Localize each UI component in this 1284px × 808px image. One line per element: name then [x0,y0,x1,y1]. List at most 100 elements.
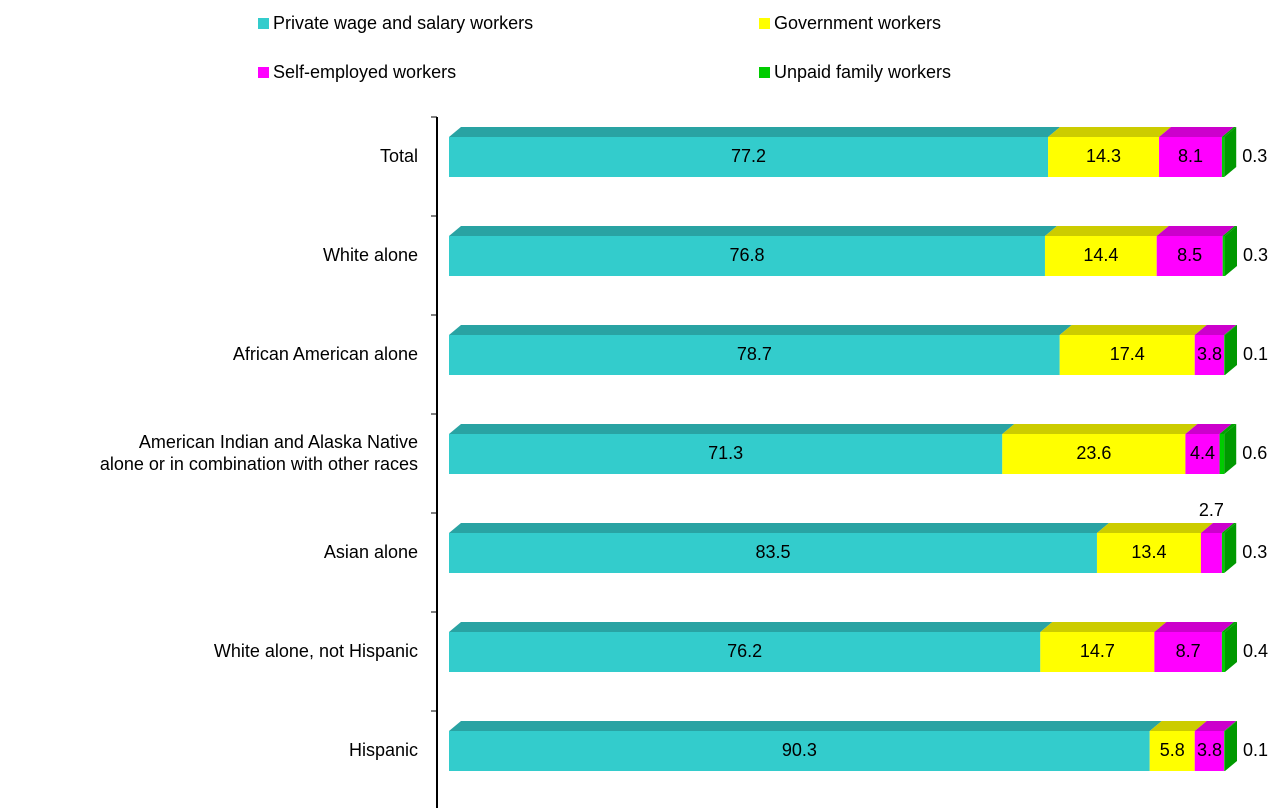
data-label-government-workers: 14.4 [1083,245,1118,265]
bar-private-wage-and-salary-workers [449,632,1041,672]
bar-group-total: 77.2 14.3 8.1 0.3 [449,127,1267,177]
bar-self-employed-workers [1154,632,1222,672]
bar-government-workers [1040,632,1155,672]
data-label-government-workers: 23.6 [1076,443,1111,463]
data-label-unpaid-family-workers: 0.1 [1243,344,1268,364]
data-label-private-wage-and-salary-workers: 77.2 [731,146,766,166]
bar-top-government-workers [1040,622,1167,632]
legend-label-government-workers: Government workers [774,13,941,33]
bar-group-white-alone: 76.8 14.4 8.5 0.3 [449,226,1268,276]
data-label-private-wage-and-salary-workers: 78.7 [737,344,772,364]
data-label-private-wage-and-salary-workers: 90.3 [782,740,817,760]
bar-government-workers [1044,236,1157,276]
bar-top-government-workers [1048,127,1172,137]
data-label-government-workers: 14.3 [1086,146,1121,166]
data-label-private-wage-and-salary-workers: 76.8 [729,245,764,265]
plot-area: 77.2 14.3 8.1 0.3 76.8 14.4 8.5 0.3 78.7 17.4 3.8 0… [449,127,1268,771]
data-label-government-workers: 13.4 [1131,542,1166,562]
data-label-government-workers: 17.4 [1110,344,1145,364]
bar-unpaid-family-workers [1221,533,1225,573]
data-label-self-employed-workers: 3.8 [1197,344,1222,364]
bar-government-workers [1149,731,1195,771]
bar-self-employed-workers [1200,533,1222,573]
data-label-private-wage-and-salary-workers: 76.2 [727,641,762,661]
data-label-unpaid-family-workers: 0.3 [1243,245,1268,265]
bar-top-unpaid-family-workers [1222,226,1237,236]
bar-government-workers [1002,434,1186,474]
bar-top-private-wage-and-salary-workers [449,523,1109,533]
bar-top-private-wage-and-salary-workers [449,622,1053,632]
bar-unpaid-family-workers [1221,632,1225,672]
data-label-unpaid-family-workers: 0.3 [1242,542,1267,562]
bar-top-unpaid-family-workers [1221,127,1237,137]
data-label-government-workers: 5.8 [1160,740,1185,760]
data-label-government-workers: 14.7 [1080,641,1115,661]
category-label-total: Total [380,146,418,166]
bar-group-american-indian-and-alaska-native-alone-or-in-combination-with-other-races: 71.3 23.6 4.4 0.6 [449,424,1267,474]
bar-group-hispanic: 90.3 5.8 3.8 0.1 [449,721,1268,771]
bar-private-wage-and-salary-workers [449,137,1049,177]
legend-label-private-wage-and-salary-workers: Private wage and salary workers [273,13,533,33]
bar-self-employed-workers [1159,137,1222,177]
legend: Private wage and salary workers Governmen… [258,13,951,82]
data-label-self-employed-workers: 4.4 [1190,443,1215,463]
bar-top-self-employed-workers [1159,127,1234,137]
category-label-american-indian-and-alaska-native-alone-or-in-combination-with-other-races: American Indian and Alaska Native alone o… [100,432,418,474]
bar-private-wage-and-salary-workers [449,434,1003,474]
bar-private-wage-and-salary-workers [449,731,1150,771]
bar-unpaid-family-workers [1224,731,1225,771]
category-label-white-alone: White alone [323,245,418,265]
bar-top-self-employed-workers [1156,226,1235,236]
data-label-unpaid-family-workers: 0.1 [1243,740,1268,760]
bar-unpaid-family-workers [1224,335,1225,375]
data-label-self-employed-workers: 2.7 [1199,500,1224,520]
bar-side-unpaid-family-workers [1224,424,1237,474]
bar-top-self-employed-workers [1185,424,1232,434]
bar-top-government-workers [1044,226,1169,236]
data-label-unpaid-family-workers: 0.6 [1242,443,1267,463]
bar-self-employed-workers [1194,335,1225,375]
bar-top-private-wage-and-salary-workers [449,127,1061,137]
bar-top-private-wage-and-salary-workers [449,226,1057,236]
bar-side-unpaid-family-workers [1225,622,1237,672]
category-label-white-alone-not-hispanic: White alone, not Hispanic [214,641,418,661]
bar-top-private-wage-and-salary-workers [449,424,1015,434]
data-label-self-employed-workers: 3.8 [1197,740,1222,760]
bar-unpaid-family-workers [1219,434,1225,474]
bar-unpaid-family-workers [1222,236,1225,276]
bar-top-unpaid-family-workers [1221,523,1237,533]
bar-top-government-workers [1149,721,1207,731]
bar-self-employed-workers [1156,236,1223,276]
bar-top-self-employed-workers [1154,622,1234,632]
bar-self-employed-workers [1194,731,1225,771]
bar-group-african-american-alone: 78.7 17.4 3.8 0.1 [449,325,1268,375]
bar-private-wage-and-salary-workers [449,335,1060,375]
data-label-unpaid-family-workers: 0.3 [1242,146,1267,166]
bar-group-asian-alone: 83.5 13.4 2.7 0.3 [449,500,1267,573]
legend-swatch-private-wage-and-salary-workers [258,18,269,29]
bar-top-unpaid-family-workers [1221,622,1237,632]
data-label-unpaid-family-workers: 0.4 [1243,641,1268,661]
bar-private-wage-and-salary-workers [449,533,1097,573]
bar-side-unpaid-family-workers [1224,523,1237,573]
bar-government-workers [1048,137,1160,177]
bar-top-unpaid-family-workers [1219,424,1237,434]
bar-group-white-alone-not-hispanic: 76.2 14.7 8.7 0.4 [449,622,1268,672]
bar-side-unpaid-family-workers [1225,226,1237,276]
bar-top-private-wage-and-salary-workers [449,721,1162,731]
y-axis: Total White alone African American alone Am… [100,116,438,808]
data-label-self-employed-workers: 8.1 [1178,146,1203,166]
bar-top-government-workers [1002,424,1198,434]
bar-private-wage-and-salary-workers [449,236,1045,276]
bar-top-self-employed-workers [1194,721,1237,731]
bar-side-unpaid-family-workers [1224,127,1237,177]
bar-self-employed-workers [1185,434,1220,474]
bar-top-government-workers [1096,523,1213,533]
legend-swatch-self-employed-workers [258,67,269,78]
bar-government-workers [1059,335,1195,375]
category-label-african-american-alone: African American alone [233,344,418,364]
data-label-self-employed-workers: 8.7 [1176,641,1201,661]
bar-unpaid-family-workers [1221,137,1225,177]
bar-side-unpaid-family-workers [1225,325,1237,375]
